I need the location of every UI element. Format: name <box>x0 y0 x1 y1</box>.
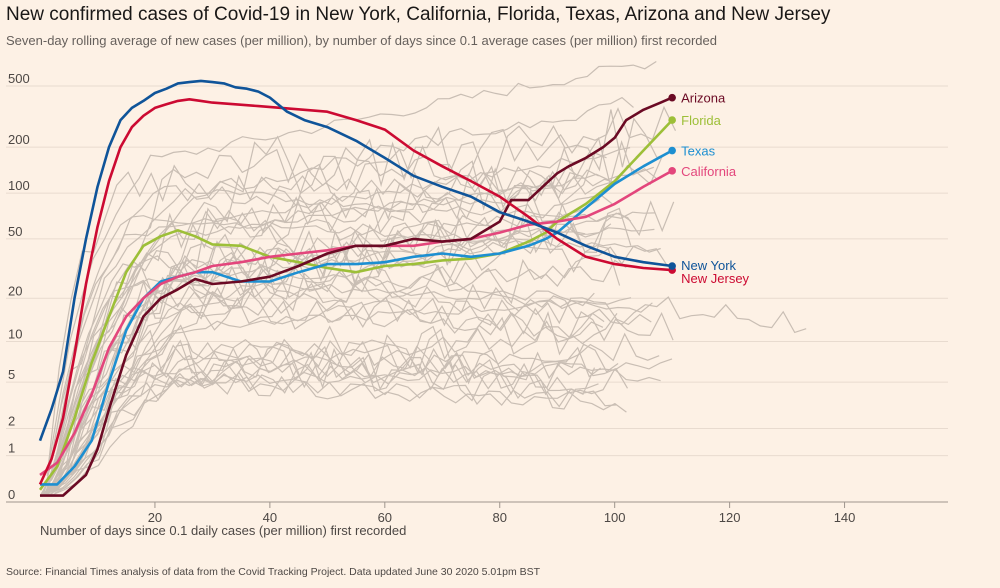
x-tick-label: 80 <box>493 510 507 525</box>
y-tick-label: 500 <box>8 71 30 86</box>
source-note: Source: Financial Times analysis of data… <box>6 566 541 578</box>
end-marker-california <box>668 167 676 175</box>
y-tick-label: 2 <box>8 413 15 428</box>
other-state-line <box>55 189 632 466</box>
other-state-line <box>46 329 599 495</box>
series-line-arizona <box>40 96 673 497</box>
label-new-jersey: New Jersey <box>681 271 749 286</box>
other-state-line <box>40 370 627 496</box>
x-tick-label: 40 <box>263 510 277 525</box>
y-tick-label: 200 <box>8 132 30 147</box>
x-tick-label: 140 <box>834 510 856 525</box>
other-state-line <box>53 324 596 490</box>
other-state-line <box>54 105 677 471</box>
other-state-line <box>53 311 618 490</box>
x-tick-label: 60 <box>378 510 392 525</box>
other-state-line <box>49 328 660 491</box>
other-state-line <box>42 255 595 496</box>
other-state-line <box>50 279 604 481</box>
y-tick-label: 10 <box>8 327 22 342</box>
x-tick-label: 120 <box>719 510 741 525</box>
x-axis: 20 40 60 80 100 120 140 <box>148 502 856 525</box>
other-state-line <box>52 312 605 496</box>
end-marker-new-york <box>668 262 676 270</box>
x-tick-label: 100 <box>604 510 626 525</box>
x-tick-label: 20 <box>148 510 162 525</box>
other-state-line <box>50 355 661 491</box>
other-state-line <box>47 189 600 496</box>
other-state-line <box>53 297 652 488</box>
other-state-line <box>47 109 669 472</box>
y-tick-label: 50 <box>8 224 22 239</box>
other-state-line <box>46 96 634 489</box>
series-line-florida <box>38 119 674 491</box>
y-axis: 0 1 2 5 10 20 50 100 200 500 <box>8 71 30 502</box>
y-tick-label: 100 <box>8 178 30 193</box>
y-tick-label: 0 <box>8 487 15 502</box>
label-arizona: Arizona <box>681 91 726 106</box>
other-state-line <box>43 147 631 493</box>
series-line-new-jersey <box>38 98 673 485</box>
series-line-new-york <box>38 79 673 442</box>
other-state-line <box>47 223 612 489</box>
label-florida: Florida <box>681 113 722 128</box>
other-state-line <box>41 372 617 497</box>
series-line-california <box>39 169 673 476</box>
other-state-line <box>48 343 602 496</box>
y-tick-label: 5 <box>8 367 15 382</box>
end-marker-arizona <box>668 93 676 102</box>
end-marker-florida <box>668 116 676 124</box>
label-texas: Texas <box>681 144 715 159</box>
end-marker-texas <box>668 146 676 155</box>
chart-title: New confirmed cases of Covid-19 in New Y… <box>6 4 831 25</box>
series-labels: Arizona Florida Texas California New Yor… <box>681 91 749 286</box>
label-california: California <box>681 164 737 179</box>
y-tick-label: 20 <box>8 283 22 298</box>
other-state-line <box>49 165 579 468</box>
highlighted-states-lines <box>38 79 676 497</box>
chart-subtitle: Seven-day rolling average of new cases (… <box>6 33 717 48</box>
label-new-york: New York <box>681 258 736 273</box>
other-state-line <box>45 211 656 495</box>
other-state-line <box>56 227 655 458</box>
other-state-line <box>54 343 619 494</box>
other-state-line <box>46 245 669 495</box>
y-tick-label: 1 <box>8 441 15 456</box>
x-axis-label: Number of days since 0.1 daily cases (pe… <box>40 523 407 538</box>
